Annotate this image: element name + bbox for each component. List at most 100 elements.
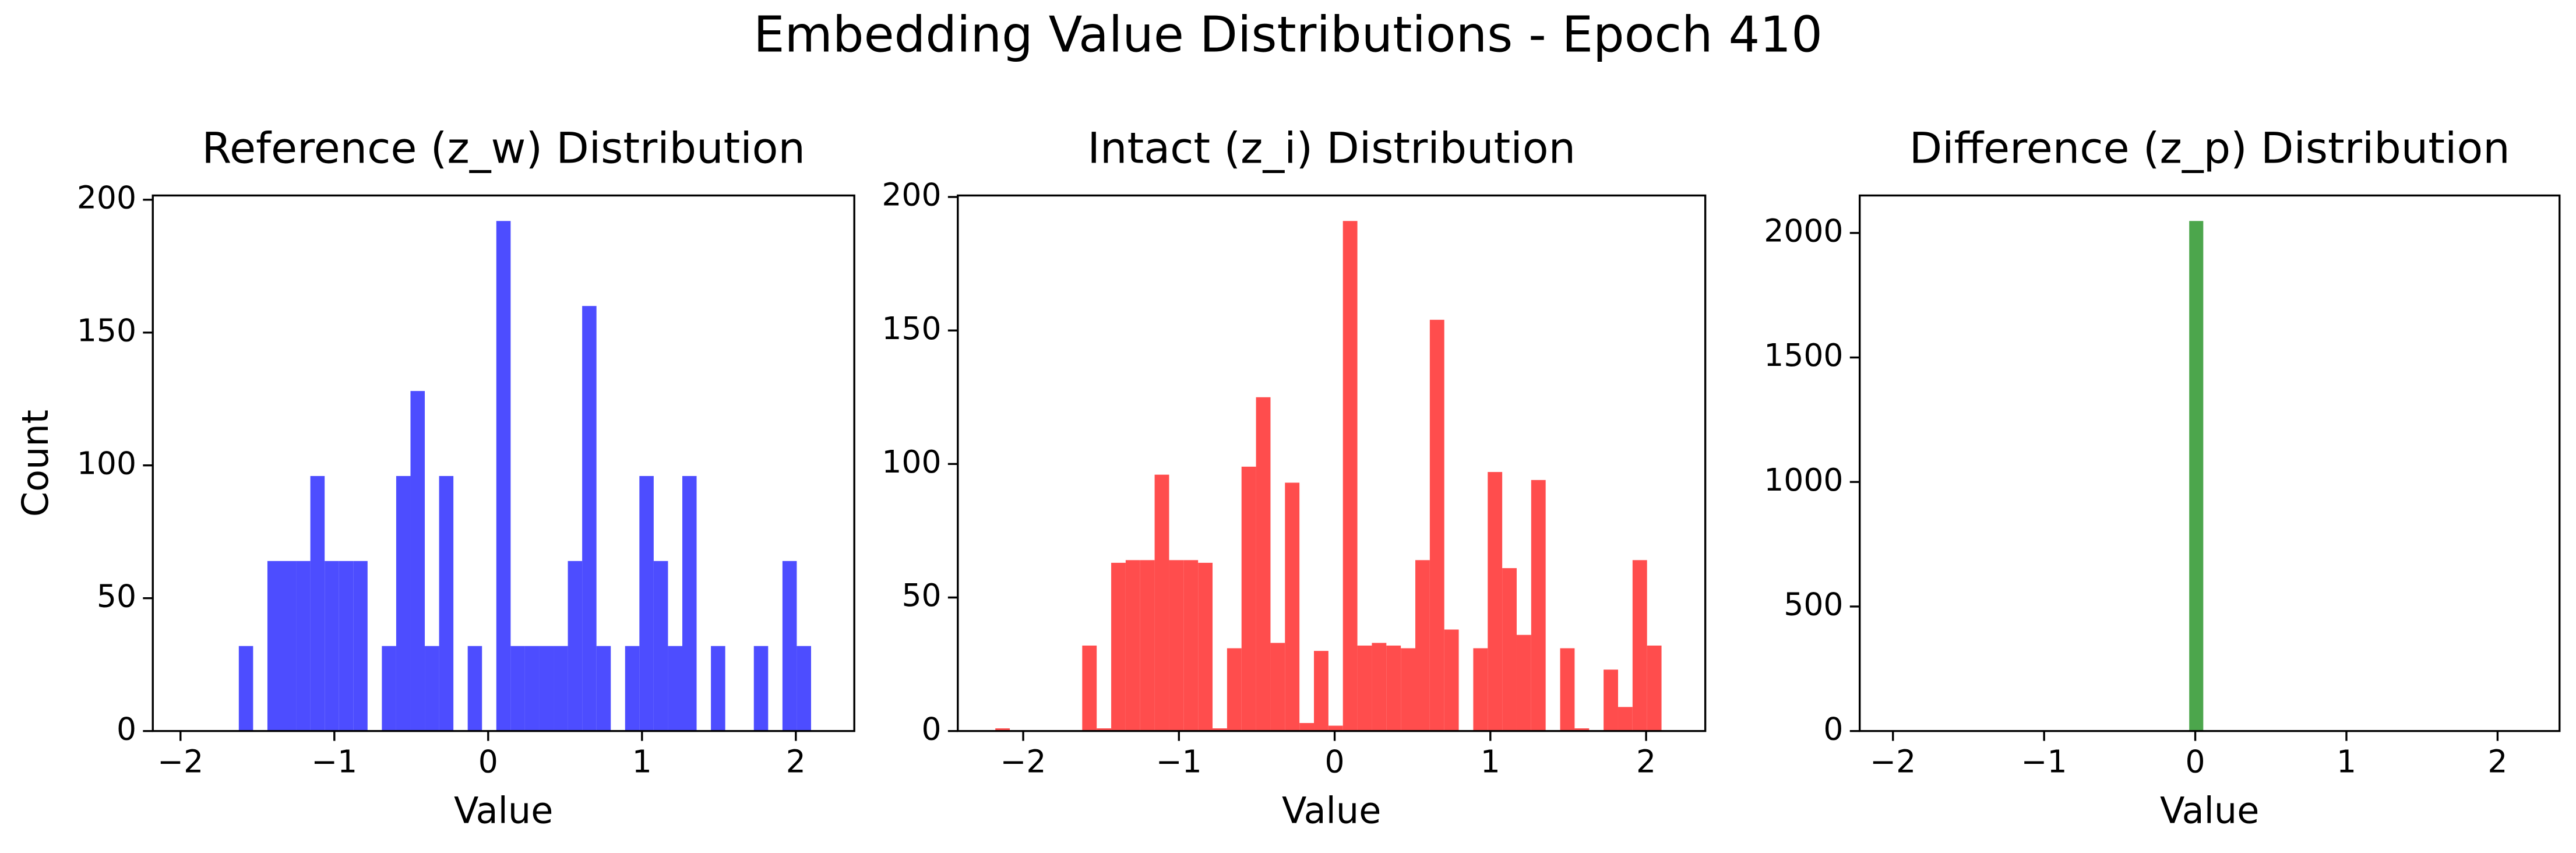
x-axis-label: Value [2160,789,2259,832]
bar [524,646,540,731]
bar [1140,560,1155,731]
x-tick-label: −1 [311,743,357,780]
bar [439,475,454,731]
y-tick-label: 0 [922,710,942,747]
y-tick-label: 100 [77,445,136,481]
bar [1227,648,1242,731]
bar [1198,562,1213,731]
subplot-title: Intact (z_i) Distribution [1087,124,1576,173]
axes-frame [1858,194,2561,732]
bar [1386,645,1401,731]
bar [296,561,311,731]
x-tick-label: 2 [2487,743,2507,780]
y-tick-label: 50 [97,577,136,614]
bar [1473,648,1488,731]
bar [1125,560,1140,731]
bar [1604,669,1618,731]
bar [668,646,682,731]
y-tick-label: 150 [77,312,136,348]
bar [1574,728,1590,731]
y-tick-label: 200 [882,177,941,213]
bar [1618,707,1633,731]
bar [425,646,439,731]
bar [1270,643,1285,731]
bar [467,646,482,731]
bar [596,646,611,731]
bar [1154,474,1169,731]
bar [238,646,253,731]
y-tick-label: 1000 [1764,461,1843,498]
bar [1415,560,1430,731]
bar [1444,629,1459,731]
bar [1169,560,1184,731]
bar [510,646,525,731]
bar [1632,560,1647,731]
bar [797,646,811,731]
x-tick-label: −2 [157,743,203,780]
y-tick-label: 0 [117,710,136,747]
bar [1372,643,1387,731]
bar [1213,728,1227,731]
bar [382,646,396,731]
bar [1111,562,1126,731]
figure-title: Embedding Value Distributions - Epoch 41… [753,5,1823,63]
bar [1314,651,1328,731]
y-tick-label: 2000 [1764,212,1843,249]
y-tick-label: 1500 [1764,337,1843,373]
x-tick-label: 0 [478,743,498,780]
x-tick-label: 0 [1325,743,1345,780]
bar [582,306,597,731]
bar [554,646,568,731]
bar [653,561,668,731]
bar [995,728,1010,731]
y-axis-label: Count [14,410,57,517]
bar [1516,635,1531,731]
bar [753,646,769,731]
bar [1531,480,1546,731]
bar [1328,725,1343,731]
bar [353,561,368,731]
y-tick-label: 100 [882,443,941,480]
bar [711,646,725,731]
bar [782,561,797,731]
bar [281,561,297,731]
bar [1183,560,1199,731]
bar [325,561,339,731]
x-tick-label: −2 [1000,743,1046,780]
bar [1285,482,1300,731]
bar [1256,397,1271,731]
x-tick-label: 1 [1481,743,1500,780]
x-tick-label: −1 [1156,743,1202,780]
x-tick-label: −1 [2021,743,2067,780]
bar [1357,645,1372,731]
x-axis-label: Value [1282,789,1381,832]
bar [1647,645,1662,731]
bar [496,221,511,731]
subplot-title: Reference (z_w) Distribution [202,124,805,173]
bar [1241,466,1256,731]
bar [1082,645,1097,731]
bar [1502,568,1517,731]
bar [539,646,554,731]
bar [267,561,282,731]
bar [639,475,654,731]
x-tick-label: 2 [786,743,806,780]
subplot-title: Difference (z_p) Distribution [1909,124,2510,173]
y-tick-label: 200 [77,179,136,216]
bar [1429,319,1444,731]
x-tick-label: 1 [2337,743,2356,780]
y-tick-label: 0 [1823,710,1843,747]
y-tick-label: 150 [882,310,941,347]
axes-frame [151,194,855,732]
y-tick-label: 500 [1784,586,1843,623]
x-axis-label: Value [454,789,553,832]
bar [310,475,325,731]
bar [1342,221,1358,731]
bar [1488,472,1503,731]
bar [625,646,640,731]
bar [682,475,697,731]
bar [2189,221,2204,731]
bar [1560,648,1575,731]
